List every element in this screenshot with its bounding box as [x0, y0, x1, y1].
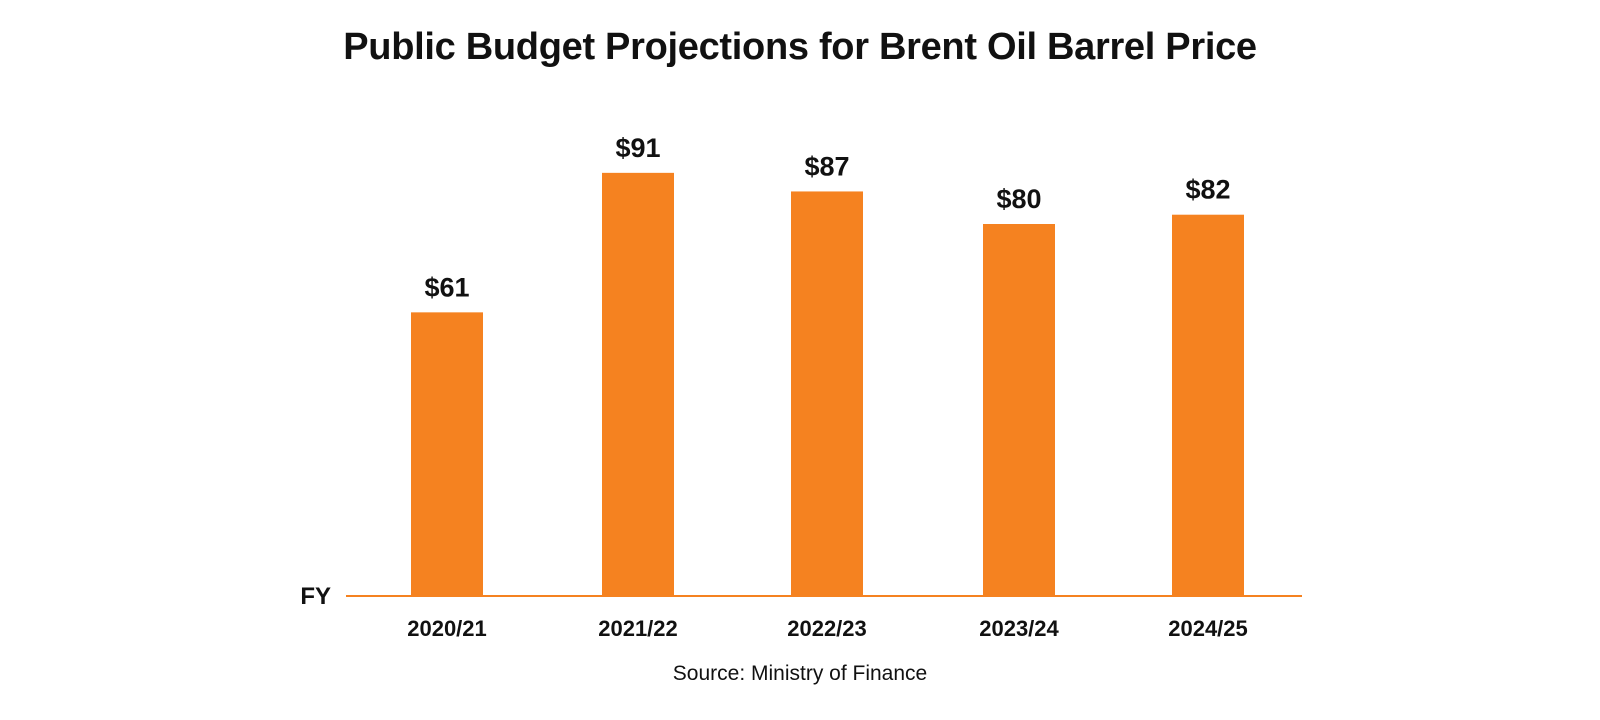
- bar-4: [983, 224, 1055, 596]
- data-label-1: $61: [424, 272, 469, 302]
- bar-3: [791, 191, 863, 596]
- x-tick-label-4: 2023/24: [979, 616, 1059, 641]
- x-axis-label: FY: [300, 583, 331, 610]
- bar-2: [602, 172, 674, 596]
- bar-group: [411, 172, 1244, 596]
- x-tick-label-1: 2020/21: [407, 616, 487, 641]
- data-label-5: $82: [1185, 175, 1230, 205]
- bar-1: [411, 312, 483, 596]
- data-label-3: $87: [804, 151, 849, 181]
- x-tick-label-3: 2022/23: [787, 616, 867, 641]
- data-label-2: $91: [615, 133, 660, 163]
- chart-title: Public Budget Projections for Brent Oil …: [343, 26, 1257, 68]
- bar-5: [1172, 214, 1244, 596]
- source-note: Source: Ministry of Finance: [672, 662, 928, 685]
- data-label-4: $80: [996, 184, 1041, 214]
- data-label-group: $61 $91 $87 $80 $82: [424, 133, 1230, 303]
- x-tick-label-5: 2024/25: [1168, 616, 1248, 641]
- x-tick-label-group: 2020/21 2021/22 2022/23 2023/24 2024/25: [407, 616, 1248, 641]
- x-tick-label-2: 2021/22: [598, 616, 678, 641]
